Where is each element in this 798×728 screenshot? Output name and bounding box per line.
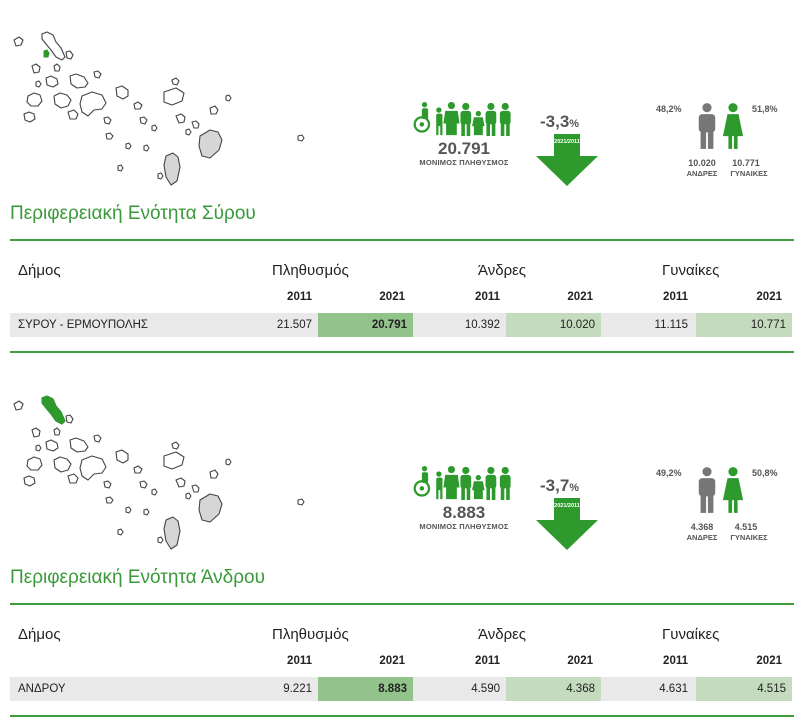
- male-percent: 48,2%: [656, 104, 682, 114]
- women-2011: 11.115: [654, 319, 688, 331]
- men-2011: 10.392: [464, 319, 500, 331]
- male-count: 4.368: [690, 522, 714, 532]
- female-label: ΓΥΝΑΙΚΕΣ: [730, 533, 768, 542]
- man-icon: [696, 464, 718, 516]
- woman-icon: [722, 464, 744, 516]
- male-count: 10.020: [688, 158, 716, 168]
- col-men: Άνδρες: [478, 262, 527, 279]
- population-kpi: 20.791 ΜΟΝΙΜΟΣ ΠΛΗΘΥΣΜΟΣ: [404, 100, 524, 167]
- municipality-name: ΣΥΡΟΥ - ΕΡΜΟΥΠΟΛΗΣ: [18, 319, 149, 331]
- woman-icon: [722, 100, 744, 152]
- male-label: ΑΝΔΡΕΣ: [686, 169, 718, 178]
- gender-split: 49,2% 50,8% 4.368 4.515 ΑΝΔΡΕΣ ΓΥΝΑΙΚΕΣ: [652, 464, 788, 544]
- year-2011-men: 2011: [475, 655, 500, 667]
- change-percent: -3,3%: [540, 112, 580, 131]
- gender-split: 48,2% 51,8% 10.020 10.771 ΑΝΔΡΕΣ ΓΥΝΑΙΚΕ…: [652, 100, 788, 180]
- family-icon: [412, 464, 516, 502]
- pop-2011: 9.221: [283, 683, 312, 695]
- region-section-andros: 8.883 ΜΟΝΙΜΟΣ ΠΛΗΘΥΣΜΟΣ -3,7% 2021/2011 …: [0, 364, 798, 728]
- down-arrow-icon: [536, 134, 598, 186]
- female-count: 4.515: [734, 522, 758, 532]
- men-2011: 4.590: [471, 683, 500, 695]
- highlighted-island-andros: [41, 395, 66, 425]
- change-years: 2021/2011: [554, 139, 580, 145]
- divider: [10, 351, 794, 353]
- female-label: ΓΥΝΑΙΚΕΣ: [730, 169, 768, 178]
- col-municipality: Δήμος: [18, 626, 61, 643]
- col-municipality: Δήμος: [18, 262, 61, 279]
- region-title: Περιφερειακή Ενότητα Άνδρου: [10, 567, 266, 588]
- population-label: ΜΟΝΙΜΟΣ ΠΛΗΘΥΣΜΟΣ: [419, 158, 509, 167]
- col-population: Πληθυσμός: [272, 262, 349, 279]
- population-change: -3,3% 2021/2011: [536, 112, 598, 188]
- population-total: 20.791: [438, 139, 490, 158]
- year-2011-pop: 2011: [287, 291, 312, 303]
- pop-2011: 21.507: [276, 319, 312, 331]
- family-icon: [412, 100, 516, 138]
- male-percent: 49,2%: [656, 468, 682, 478]
- year-2021-pop: 2021: [379, 655, 405, 667]
- islands-map: [6, 390, 306, 570]
- female-percent: 50,8%: [752, 468, 778, 478]
- divider: [10, 603, 794, 605]
- year-2011-men: 2011: [475, 291, 500, 303]
- change-percent: -3,7%: [540, 476, 580, 495]
- divider: [10, 715, 794, 717]
- female-percent: 51,8%: [752, 104, 778, 114]
- change-years: 2021/2011: [554, 503, 580, 509]
- region-section-syros: 20.791 ΜΟΝΙΜΟΣ ΠΛΗΘΥΣΜΟΣ -3,3% 2021/2011…: [6, 0, 794, 353]
- population-total: 8.883: [442, 503, 486, 522]
- col-men: Άνδρες: [478, 626, 527, 643]
- population-label: ΜΟΝΙΜΟΣ ΠΛΗΘΥΣΜΟΣ: [419, 522, 509, 531]
- col-women: Γυναίκες: [662, 262, 720, 279]
- man-icon: [696, 100, 718, 152]
- region-title: Περιφερειακή Ενότητα Σύρου: [10, 203, 256, 224]
- women-2021: 10.771: [696, 313, 792, 337]
- year-2011-pop: 2011: [287, 655, 312, 667]
- male-label: ΑΝΔΡΕΣ: [686, 533, 718, 542]
- pop-2021: 20.791: [318, 313, 413, 337]
- islands-map: [6, 26, 306, 206]
- col-population: Πληθυσμός: [272, 626, 349, 643]
- men-2021: 10.020: [506, 313, 601, 337]
- men-2021: 4.368: [506, 677, 601, 701]
- women-2011: 4.631: [659, 683, 688, 695]
- down-arrow-icon: [536, 498, 598, 550]
- table-row: ΑΝΔΡΟΥ 9.221 8.883 4.590 4.368 4.631 4.5…: [10, 677, 792, 701]
- year-2021-men: 2021: [567, 655, 593, 667]
- female-count: 10.771: [732, 158, 760, 168]
- col-women: Γυναίκες: [662, 626, 720, 643]
- pop-2021: 8.883: [318, 677, 413, 701]
- women-2021: 4.515: [696, 677, 792, 701]
- year-2011-women: 2011: [663, 291, 688, 303]
- year-2021-women: 2021: [756, 655, 782, 667]
- population-change: -3,7% 2021/2011: [536, 476, 598, 552]
- year-2021-men: 2021: [567, 291, 593, 303]
- municipality-name: ΑΝΔΡΟΥ: [18, 683, 66, 695]
- table-row: ΣΥΡΟΥ - ΕΡΜΟΥΠΟΛΗΣ 21.507 20.791 10.392 …: [10, 313, 792, 337]
- highlighted-island-syros: [43, 49, 50, 58]
- year-2011-women: 2011: [663, 655, 688, 667]
- population-kpi: 8.883 ΜΟΝΙΜΟΣ ΠΛΗΘΥΣΜΟΣ: [404, 464, 524, 531]
- year-2021-pop: 2021: [379, 291, 405, 303]
- year-2021-women: 2021: [756, 291, 782, 303]
- divider: [10, 239, 794, 241]
